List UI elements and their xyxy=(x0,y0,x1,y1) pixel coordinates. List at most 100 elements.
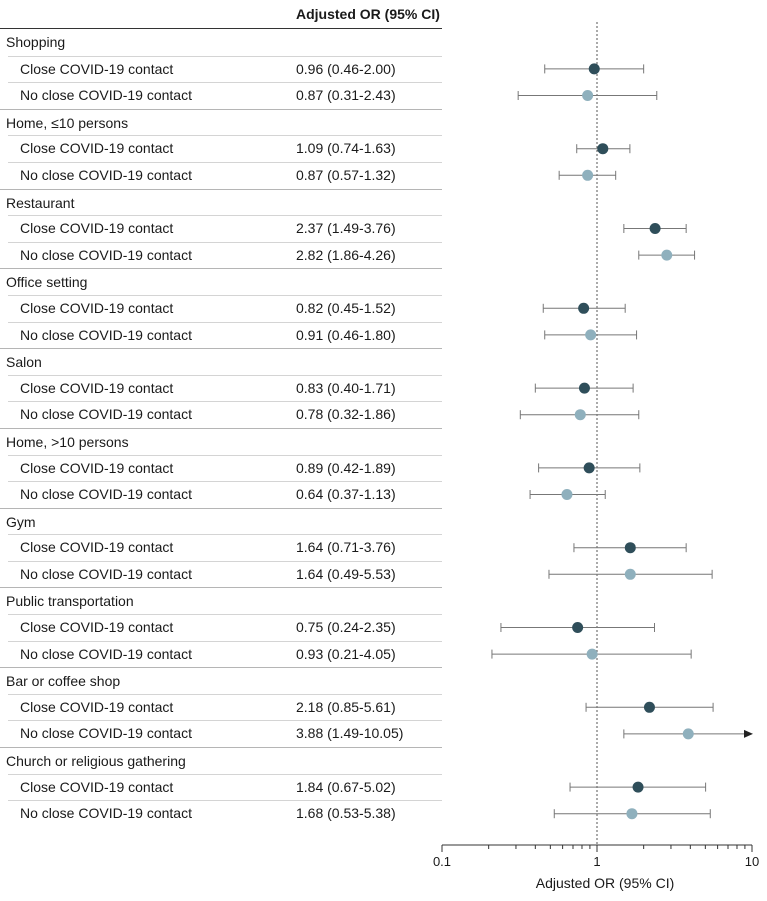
group-row: Public transportation xyxy=(0,587,442,614)
row-label: Close COVID-19 contact xyxy=(20,60,174,77)
estimate-text: 2.37 (1.49-3.76) xyxy=(296,220,396,237)
table-row: No close COVID-19 contact 1.68 (0.53-5.38… xyxy=(0,800,442,827)
estimate-text: 0.83 (0.40-1.71) xyxy=(296,379,396,396)
point-estimate xyxy=(597,143,609,155)
point-estimate xyxy=(583,462,595,474)
point-estimate xyxy=(661,249,673,261)
point-estimate xyxy=(624,568,636,580)
point-estimate xyxy=(572,622,584,633)
estimate-text: 0.78 (0.32-1.86) xyxy=(296,406,396,423)
point-estimate xyxy=(586,648,598,660)
group-label: Bar or coffee shop xyxy=(6,673,121,690)
table-row: Close COVID-19 contact 0.75 (0.24-2.35) xyxy=(0,614,442,641)
table-row: Close COVID-19 contact 0.83 (0.40-1.71) xyxy=(0,374,442,402)
estimate-text: 0.87 (0.31-2.43) xyxy=(296,87,396,104)
estimate-text: 1.84 (0.67-5.02) xyxy=(296,778,396,795)
table-row: Close COVID-19 contact 1.64 (0.71-3.76) xyxy=(0,534,442,561)
point-estimate xyxy=(682,728,694,740)
row-label: No close COVID-19 contact xyxy=(20,565,192,582)
point-estimate xyxy=(574,409,586,421)
row-label: Close COVID-19 contact xyxy=(20,778,174,795)
point-estimate xyxy=(624,542,636,554)
group-row: Home, ≤10 persons xyxy=(0,108,442,136)
x-tick-label: 0.1 xyxy=(433,854,451,869)
estimate-text: 0.64 (0.37-1.13) xyxy=(296,486,396,503)
row-label: No close COVID-19 contact xyxy=(20,246,192,263)
point-estimate xyxy=(582,90,594,101)
estimate-text: 0.82 (0.45-1.52) xyxy=(296,299,396,316)
estimate-text: 2.82 (1.86-4.26) xyxy=(296,246,396,263)
point-estimate xyxy=(588,63,600,75)
row-label: Close COVID-19 contact xyxy=(20,140,174,157)
point-estimate xyxy=(578,302,590,314)
group-row: Salon xyxy=(0,348,442,375)
group-row: Office setting xyxy=(0,268,442,295)
forest-table: Shopping Close COVID-19 contact 0.96 (0.46… xyxy=(0,29,442,827)
estimate-text: 0.87 (0.57-1.32) xyxy=(296,166,396,183)
point-estimate xyxy=(649,223,661,234)
estimate-text: 3.88 (1.49-10.05) xyxy=(296,725,404,742)
table-row: Close COVID-19 contact 2.37 (1.49-3.76) xyxy=(0,215,442,242)
group-row: Home, >10 persons xyxy=(0,427,442,455)
group-row: Church or religious gathering xyxy=(0,747,442,774)
table-row: No close COVID-19 contact 1.64 (0.49-5.53… xyxy=(0,560,442,588)
row-label: Close COVID-19 contact xyxy=(20,539,174,556)
row-label: No close COVID-19 contact xyxy=(20,166,192,183)
row-label: Close COVID-19 contact xyxy=(20,698,174,715)
table-row: No close COVID-19 contact 0.78 (0.32-1.86… xyxy=(0,401,442,428)
group-row: Restaurant xyxy=(0,188,442,216)
x-tick-label: 1 xyxy=(593,854,600,869)
point-estimate xyxy=(585,329,597,341)
point-estimate xyxy=(578,382,590,394)
group-label: Salon xyxy=(6,354,42,371)
table-row: Close COVID-19 contact 1.84 (0.67-5.02) xyxy=(0,773,442,801)
row-label: No close COVID-19 contact xyxy=(20,486,192,503)
row-label: No close COVID-19 contact xyxy=(20,725,192,742)
point-estimate xyxy=(626,808,638,820)
point-estimate xyxy=(632,781,644,793)
estimate-text: 0.91 (0.46-1.80) xyxy=(296,326,396,343)
row-label: No close COVID-19 contact xyxy=(20,406,192,423)
table-row: No close COVID-19 contact 0.64 (0.37-1.13… xyxy=(0,481,442,508)
group-label: Public transportation xyxy=(6,593,134,610)
row-label: No close COVID-19 contact xyxy=(20,326,192,343)
row-label: No close COVID-19 contact xyxy=(20,87,192,104)
group-label: Restaurant xyxy=(6,194,75,211)
table-row: Close COVID-19 contact 0.96 (0.46-2.00) xyxy=(0,55,442,83)
row-label: No close COVID-19 contact xyxy=(20,805,192,822)
table-row: No close COVID-19 contact 0.87 (0.57-1.32… xyxy=(0,161,442,189)
group-label: Church or religious gathering xyxy=(6,753,186,770)
point-estimate xyxy=(582,169,594,181)
table-row: No close COVID-19 contact 0.87 (0.31-2.43… xyxy=(0,82,442,109)
group-label: Home, ≤10 persons xyxy=(6,114,129,131)
table-row: No close COVID-19 contact 0.91 (0.46-1.80… xyxy=(0,321,442,349)
table-row: Close COVID-19 contact 0.89 (0.42-1.89) xyxy=(0,454,442,482)
estimate-text: 0.96 (0.46-2.00) xyxy=(296,60,396,77)
group-row: Gym xyxy=(0,507,442,535)
table-row: No close COVID-19 contact 3.88 (1.49-10.0… xyxy=(0,720,442,747)
table-row: Close COVID-19 contact 2.18 (0.85-5.61) xyxy=(0,693,442,721)
estimate-text: 2.18 (0.85-5.61) xyxy=(296,698,396,715)
estimate-text: 1.09 (0.74-1.63) xyxy=(296,140,396,157)
ci-arrow xyxy=(744,729,753,738)
estimate-text: 0.89 (0.42-1.89) xyxy=(296,459,396,476)
column-header: Adjusted OR (95% CI) xyxy=(296,6,440,22)
group-label: Gym xyxy=(6,513,36,530)
group-label: Home, >10 persons xyxy=(6,433,129,450)
row-label: Close COVID-19 contact xyxy=(20,299,174,316)
row-label: Close COVID-19 contact xyxy=(20,459,174,476)
table-row: Close COVID-19 contact 0.82 (0.45-1.52) xyxy=(0,294,442,322)
row-label: Close COVID-19 contact xyxy=(20,220,174,237)
x-tick-label: 10 xyxy=(745,854,759,869)
estimate-text: 0.93 (0.21-4.05) xyxy=(296,645,396,662)
estimate-text: 1.68 (0.53-5.38) xyxy=(296,805,396,822)
table-row: Close COVID-19 contact 1.09 (0.74-1.63) xyxy=(0,135,442,162)
estimate-text: 0.75 (0.24-2.35) xyxy=(296,619,396,636)
estimate-text: 1.64 (0.71-3.76) xyxy=(296,539,396,556)
header-rule xyxy=(0,28,442,29)
row-label: Close COVID-19 contact xyxy=(20,619,174,636)
group-row: Bar or coffee shop xyxy=(0,667,442,694)
group-label: Shopping xyxy=(6,34,66,50)
row-label: Close COVID-19 contact xyxy=(20,379,174,396)
x-axis-label: Adjusted OR (95% CI) xyxy=(536,875,675,891)
